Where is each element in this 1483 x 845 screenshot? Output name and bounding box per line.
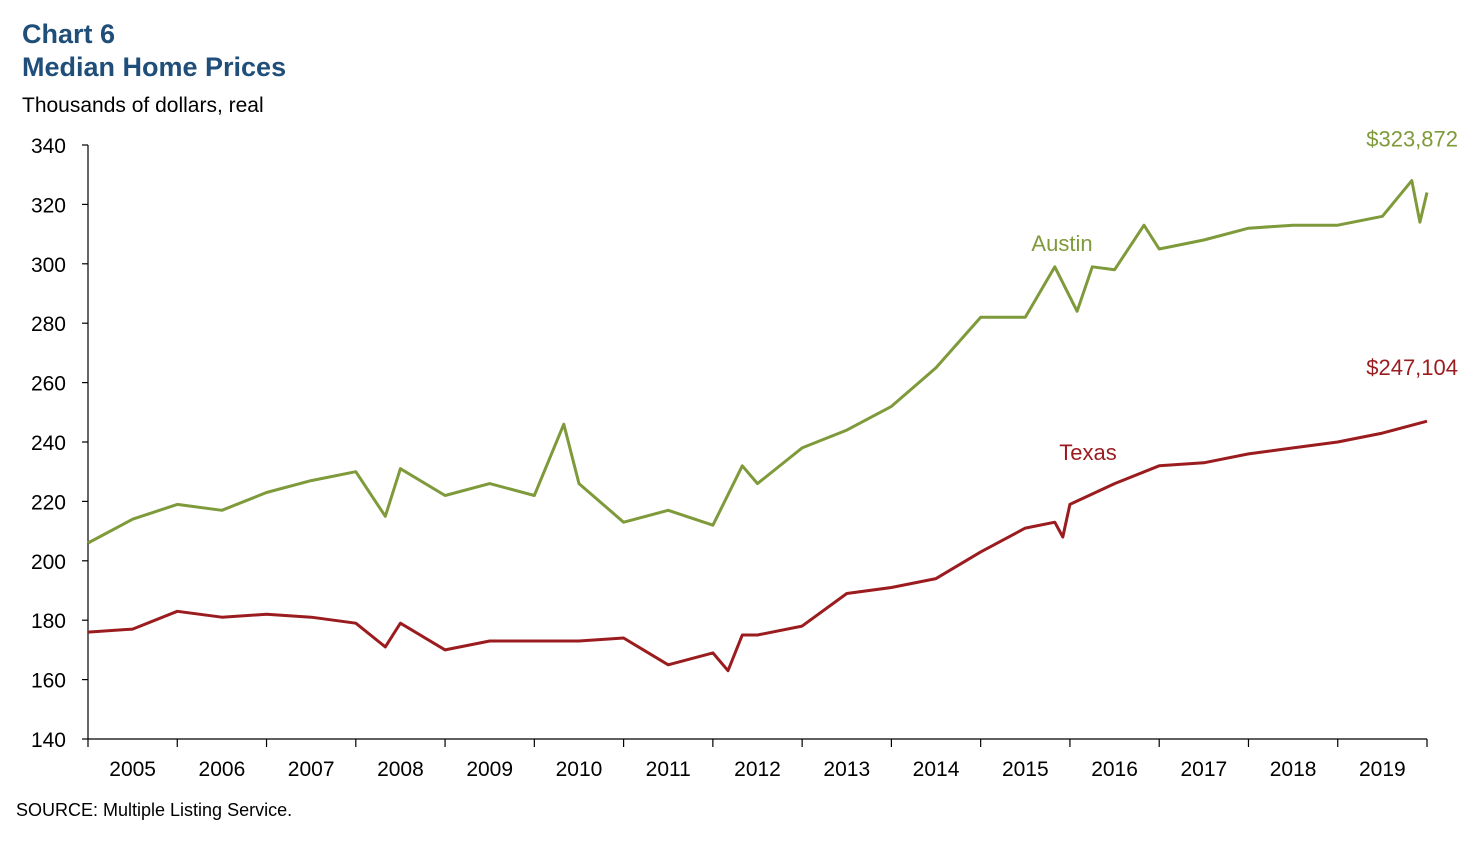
y-tick-label: 340 — [31, 135, 66, 158]
x-tick-label: 2017 — [1180, 758, 1227, 781]
y-tick-label: 280 — [31, 313, 66, 336]
y-tick-label: 240 — [31, 432, 66, 455]
title-block: Chart 6 Median Home Prices — [22, 18, 286, 84]
y-axis-units: Thousands of dollars, real — [22, 94, 264, 117]
x-tick-label: 2019 — [1359, 758, 1406, 781]
austin-series-line — [87, 179, 1429, 545]
x-tick-label: 2006 — [199, 758, 246, 781]
y-tick-label: 160 — [31, 670, 66, 693]
texas-series-line — [87, 419, 1428, 673]
y-tick-label: 260 — [31, 373, 66, 396]
x-tick-label: 2009 — [466, 758, 513, 781]
x-tick-label: 2015 — [1002, 758, 1049, 781]
x-tick-label: 2011 — [646, 758, 691, 781]
texas-series-label: Texas — [1059, 440, 1116, 465]
y-tick-label: 300 — [31, 254, 66, 277]
austin-series-label: Austin — [1031, 231, 1092, 256]
chart-title: Median Home Prices — [22, 52, 287, 82]
y-tick-label: 140 — [31, 729, 66, 752]
austin-end-value-label: $323,872 — [1366, 127, 1458, 152]
x-tick-label: 2016 — [1091, 758, 1138, 781]
y-tick-label: 200 — [31, 551, 66, 574]
y-tick-label: 320 — [31, 194, 66, 217]
x-tick-label: 2018 — [1270, 758, 1317, 781]
x-tick-label: 2014 — [913, 758, 960, 781]
source-note: SOURCE: Multiple Listing Service. — [16, 800, 293, 820]
x-tick-label: 2008 — [377, 758, 424, 781]
chart-number: Chart 6 — [22, 19, 116, 49]
texas-end-value-label: $247,104 — [1366, 355, 1458, 380]
x-tick-label: 2007 — [288, 758, 335, 781]
x-tick-label: 2010 — [556, 758, 603, 781]
x-tick-label: 2012 — [734, 758, 781, 781]
y-tick-label: 220 — [31, 491, 66, 514]
y-tick-label: 180 — [31, 610, 66, 633]
x-tick-label: 2013 — [823, 758, 870, 781]
x-tick-label: 2005 — [109, 758, 156, 781]
